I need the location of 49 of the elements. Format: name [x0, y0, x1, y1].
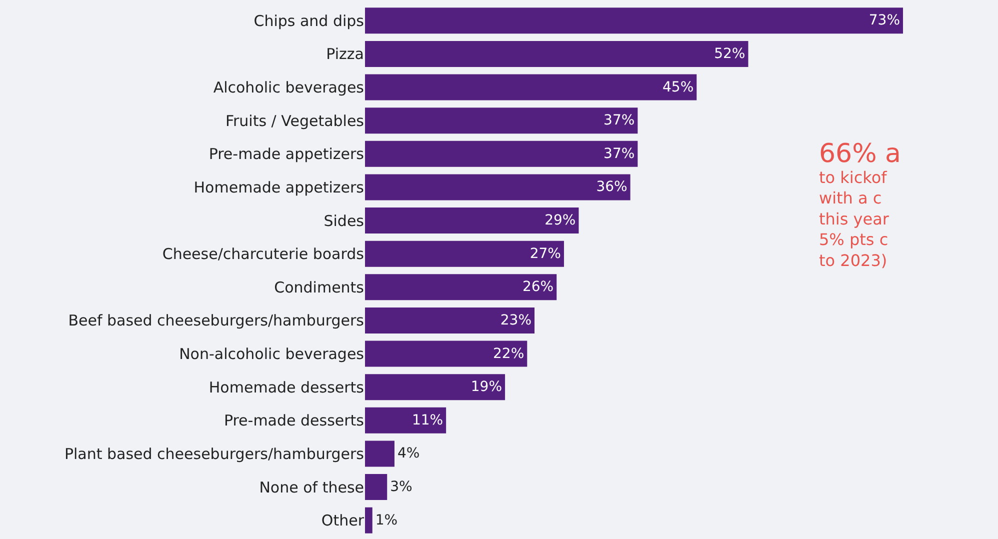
- data-label: 73%: [868, 12, 900, 29]
- data-label: 4%: [397, 446, 420, 462]
- data-label: 1%: [375, 512, 398, 528]
- data-label: 26%: [522, 279, 554, 296]
- y-tick-label: Beef based cheeseburgers/hamburgers: [68, 312, 364, 330]
- y-tick-label: Non-alcoholic beverages: [179, 345, 364, 364]
- data-label: 45%: [662, 79, 694, 96]
- y-tick-label: Pre-made appetizers: [208, 145, 364, 164]
- y-tick-label: Alcoholic beverages: [213, 78, 364, 97]
- y-tick-label: Condiments: [274, 278, 364, 296]
- bar: [365, 507, 372, 534]
- bar: [365, 407, 446, 434]
- y-tick-label: Cheese/charcuterie boards: [162, 245, 364, 264]
- y-tick-label: Fruits / Vegetables: [225, 112, 364, 130]
- y-tick-label: Chips and dips: [254, 12, 364, 30]
- data-label: 37%: [604, 146, 635, 162]
- data-label: 36%: [596, 179, 628, 196]
- bar: [365, 208, 579, 234]
- bar: [365, 374, 506, 400]
- bar: [365, 140, 638, 167]
- y-tick-label: Homemade desserts: [208, 378, 364, 396]
- data-label: 11%: [412, 412, 444, 428]
- data-label: 23%: [500, 312, 532, 328]
- data-label: 27%: [530, 246, 561, 262]
- y-tick-label: Homemade appetizers: [194, 178, 364, 196]
- bar: [365, 74, 697, 100]
- bar: [365, 108, 638, 134]
- data-label: 3%: [390, 479, 412, 496]
- y-tick-label: None of these: [259, 478, 364, 496]
- bar: [365, 440, 394, 467]
- data-label: 22%: [493, 346, 524, 362]
- data-label: 29%: [544, 212, 576, 229]
- bar: [365, 307, 535, 334]
- bar: [365, 340, 528, 367]
- y-tick-label: Other: [321, 512, 365, 530]
- data-label: 19%: [470, 379, 502, 396]
- bar: [365, 274, 557, 300]
- data-label: 37%: [604, 112, 635, 129]
- bar: [365, 240, 564, 267]
- annotation: 66% a to kickof with a c this year 5% pts c to 2023): [819, 139, 901, 270]
- bar: [365, 40, 748, 67]
- y-tick-label: Plant based cheeseburgers/hamburgers: [64, 444, 364, 463]
- bar: [365, 474, 388, 500]
- y-tick-label: Pre-made desserts: [224, 412, 364, 430]
- y-tick-label: Sides: [324, 212, 364, 230]
- data-label: 52%: [714, 46, 746, 62]
- y-tick-label: Pizza: [326, 45, 364, 64]
- bar: [365, 174, 630, 200]
- bar: [365, 8, 903, 34]
